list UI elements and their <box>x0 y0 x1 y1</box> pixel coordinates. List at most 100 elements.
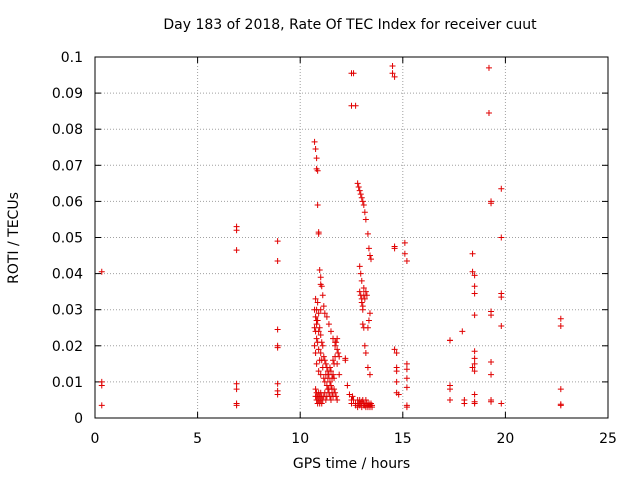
data-point <box>330 357 337 364</box>
data-point <box>391 245 398 252</box>
data-point <box>358 277 365 284</box>
data-point <box>312 146 319 153</box>
data-point <box>471 290 478 297</box>
data-point <box>313 360 320 367</box>
data-point <box>366 310 373 317</box>
data-point <box>334 360 341 367</box>
data-point <box>312 386 319 393</box>
data-point <box>401 250 408 257</box>
data-point <box>488 200 495 207</box>
data-point <box>366 371 373 378</box>
data-point <box>459 328 466 335</box>
y-tick-label: 0.07 <box>52 158 83 174</box>
data-point <box>327 328 334 335</box>
data-point <box>331 375 338 382</box>
x-tick-label: 0 <box>91 431 100 447</box>
data-point <box>319 342 326 349</box>
data-point <box>362 396 369 403</box>
y-tick-label: 0.01 <box>52 375 83 391</box>
axis-ticks: 0 5 10 15 20 25 0 0.01 0.02 0.03 0.04 0.05 0.06 0.07 0… <box>52 50 617 447</box>
data-point <box>363 292 370 299</box>
data-point <box>485 109 492 116</box>
data-point <box>274 238 281 245</box>
data-point <box>344 382 351 389</box>
data-point <box>365 317 372 324</box>
data-point <box>359 306 366 313</box>
grid-lines <box>95 57 608 418</box>
y-tick-label: 0.02 <box>52 339 83 355</box>
data-point <box>317 350 324 357</box>
x-tick-label: 10 <box>291 431 309 447</box>
data-point <box>274 344 281 351</box>
data-point <box>393 378 400 385</box>
data-point <box>233 380 240 387</box>
data-point <box>98 402 105 409</box>
data-point <box>361 295 368 302</box>
data-point <box>393 350 400 357</box>
data-point <box>471 283 478 290</box>
data-point <box>324 386 331 393</box>
plot-frame <box>94 56 609 419</box>
data-point <box>498 185 505 192</box>
data-point <box>557 402 564 409</box>
data-point <box>336 371 343 378</box>
data-point <box>488 359 495 366</box>
data-point <box>311 342 318 349</box>
data-point <box>348 70 355 77</box>
data-point <box>364 230 371 237</box>
data-point <box>348 102 355 109</box>
data-point <box>446 396 453 403</box>
data-point <box>326 378 333 385</box>
data-point <box>403 257 410 264</box>
data-point <box>362 288 369 295</box>
data-point <box>354 180 361 187</box>
data-point <box>369 402 376 409</box>
data-point <box>471 400 478 407</box>
data-point <box>356 187 363 194</box>
data-point <box>317 306 324 313</box>
data-point <box>393 368 400 375</box>
data-point <box>362 216 369 223</box>
data-point <box>317 371 324 378</box>
data-point <box>361 209 368 216</box>
data-point <box>355 183 362 190</box>
x-tick-label: 20 <box>496 431 514 447</box>
data-point <box>233 386 240 393</box>
data-point <box>316 324 323 331</box>
data-point <box>233 227 240 234</box>
data-point <box>403 375 410 382</box>
data-point <box>315 328 322 335</box>
y-tick-label: 0.09 <box>52 86 83 102</box>
data-point <box>357 191 364 198</box>
data-point <box>233 247 240 254</box>
data-point <box>317 274 324 281</box>
data-point <box>320 303 327 310</box>
data-point <box>333 393 340 400</box>
data-point <box>367 256 374 263</box>
data-point <box>327 368 334 375</box>
data-point <box>314 167 321 174</box>
data-point <box>360 202 367 209</box>
data-point <box>312 350 319 357</box>
data-point <box>334 396 341 403</box>
data-point <box>364 364 371 371</box>
data-point <box>311 324 318 331</box>
data-point <box>312 313 319 320</box>
data-point <box>319 292 326 299</box>
data-point <box>471 355 478 362</box>
data-point <box>313 155 320 162</box>
data-point <box>312 295 319 302</box>
x-axis-label: GPS time / hours <box>292 456 411 472</box>
data-point <box>326 364 333 371</box>
data-point <box>349 393 356 400</box>
y-tick-label: 0.04 <box>52 267 83 283</box>
data-point <box>335 350 342 357</box>
data-point <box>403 384 410 391</box>
data-point <box>313 335 320 342</box>
data-point <box>498 400 505 407</box>
data-point <box>327 382 334 389</box>
y-tick-label: 0.1 <box>61 50 83 66</box>
data-point <box>321 357 328 364</box>
data-point <box>346 391 353 398</box>
